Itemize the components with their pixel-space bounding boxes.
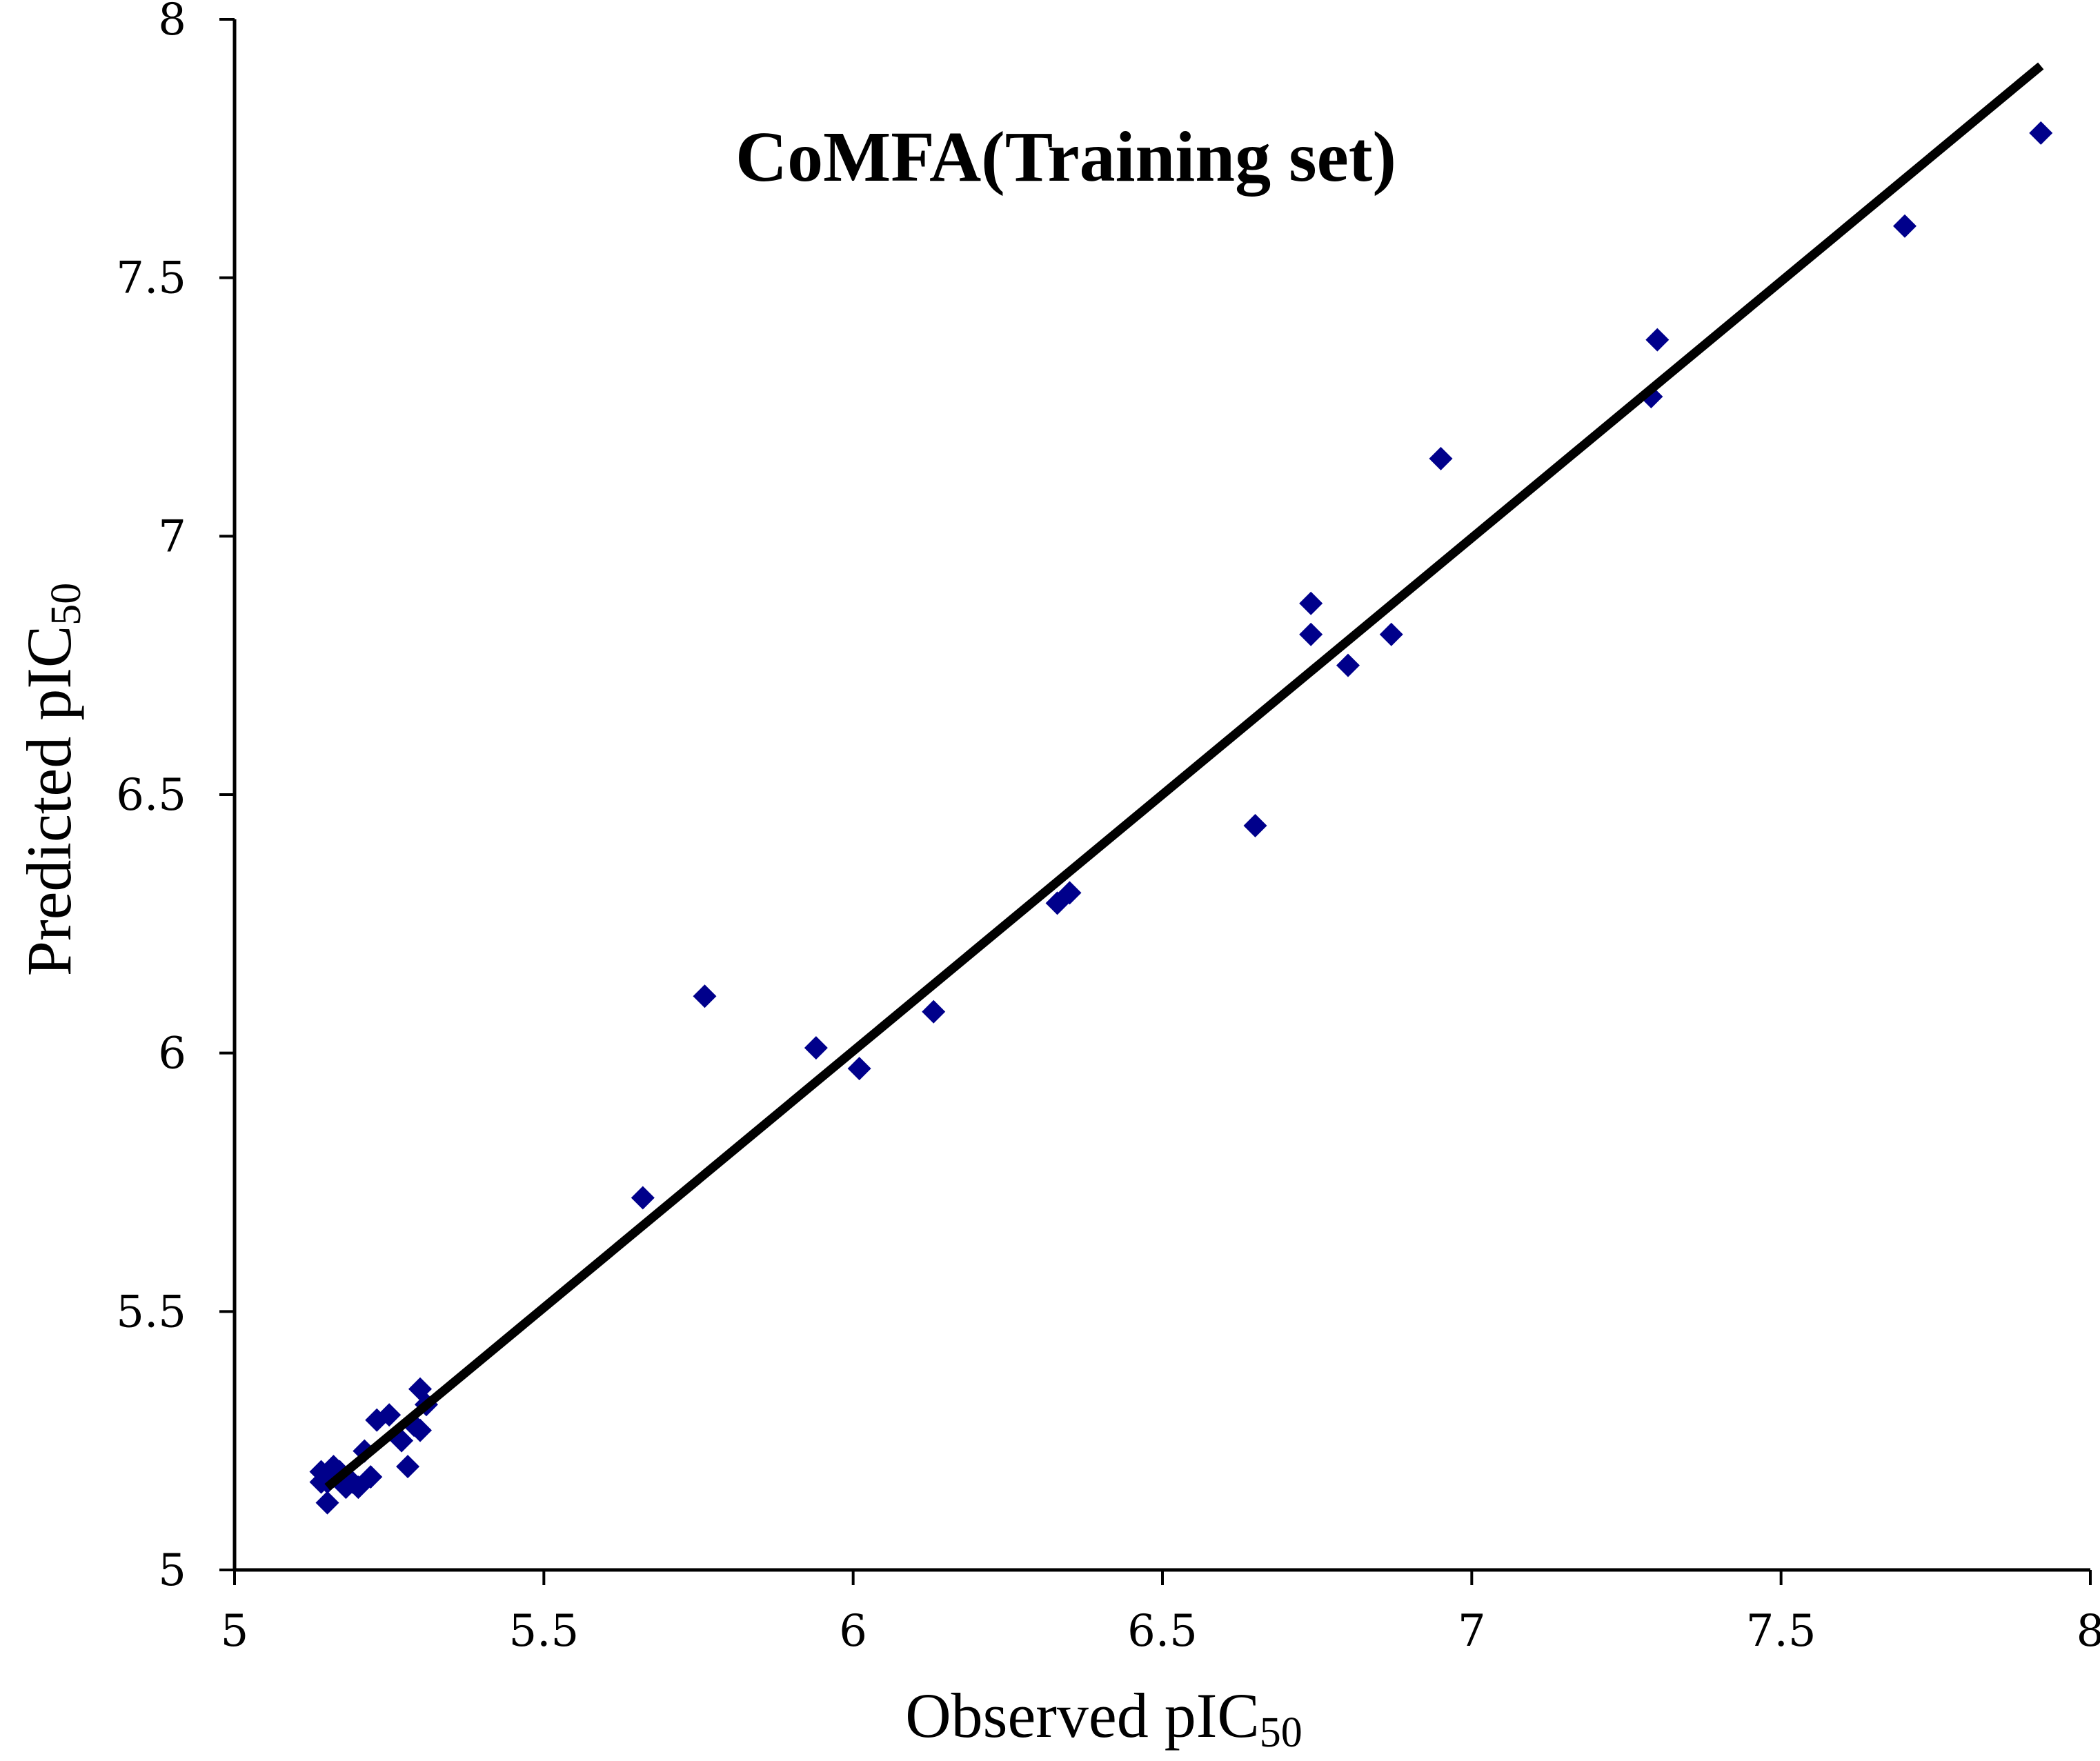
data-point <box>1379 622 1403 646</box>
y-tick-label: 5.5 <box>116 1286 186 1337</box>
data-point <box>359 1465 383 1489</box>
plot-marks <box>309 62 2053 1515</box>
data-point <box>1893 214 1916 238</box>
y-tick-label: 7.5 <box>116 253 186 304</box>
x-axis-title: Observed pIC50 <box>905 1680 1302 1756</box>
data-point <box>315 1491 339 1515</box>
fit-line <box>324 62 2044 1491</box>
data-point <box>377 1403 402 1427</box>
data-point <box>631 1186 655 1210</box>
y-axis-title-main: Predicted pIC <box>14 626 84 976</box>
chart-title: CoMFA(Training set) <box>735 117 1396 197</box>
data-point <box>2029 121 2053 145</box>
data-point <box>1299 622 1323 646</box>
y-tick-label: 6 <box>158 1028 186 1080</box>
data-point <box>1336 653 1360 677</box>
data-point <box>804 1036 828 1060</box>
y-axis-title: Predicted pIC50 <box>14 583 90 976</box>
data-point <box>1058 881 1082 905</box>
y-tick-label: 5 <box>158 1545 186 1596</box>
data-point <box>847 1057 871 1081</box>
data-point <box>693 984 717 1008</box>
data-point <box>1429 446 1453 470</box>
data-point <box>1243 813 1267 837</box>
x-axis-title-subscript: 50 <box>1260 1709 1302 1756</box>
x-tick-label: 7.5 <box>1746 1606 1816 1657</box>
x-tick-label: 7 <box>1458 1606 1486 1657</box>
x-tick-label: 8 <box>2077 1606 2100 1657</box>
y-tick-label: 8 <box>158 0 186 46</box>
data-point <box>396 1455 420 1479</box>
ticks: 5 5.5 6 6.5 7 7.5 8 5 5.5 6 6.5 7 7.5 8 <box>116 0 2100 1657</box>
data-point <box>408 1418 432 1442</box>
x-tick-label: 6.5 <box>1127 1606 1198 1657</box>
y-axis-title-subscript: 50 <box>43 583 90 626</box>
x-tick-label: 6 <box>839 1606 867 1657</box>
x-tick-label: 5 <box>221 1606 249 1657</box>
data-point <box>1645 328 1670 352</box>
y-tick-label: 6.5 <box>116 770 186 821</box>
x-axis-title-main: Observed pIC <box>905 1680 1260 1751</box>
data-point <box>922 999 946 1024</box>
y-tick-label: 7 <box>158 511 186 562</box>
x-tick-label: 5.5 <box>508 1606 579 1657</box>
data-point <box>1299 591 1323 615</box>
